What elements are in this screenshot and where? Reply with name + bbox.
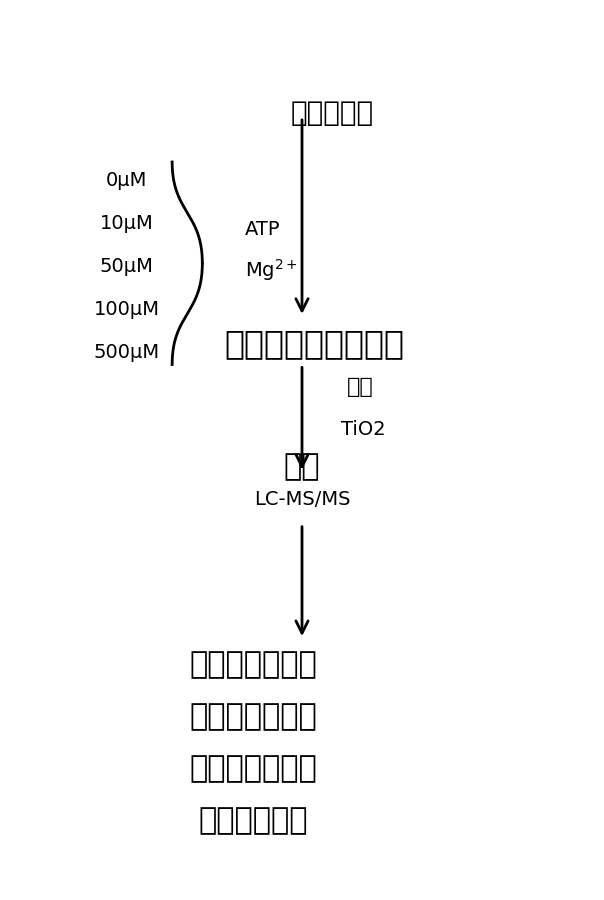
Text: 0μM: 0μM: [106, 170, 147, 190]
Text: 50μM: 50μM: [100, 256, 154, 276]
Text: 定量: 定量: [284, 452, 320, 481]
Text: されたキナーゼ: されたキナーゼ: [190, 702, 318, 731]
Text: 500μM: 500μM: [94, 343, 160, 363]
Text: 消化: 消化: [347, 377, 374, 397]
Text: 活性についての: 活性についての: [190, 754, 318, 783]
Text: 導かれた活性: 導かれた活性: [199, 806, 309, 835]
Text: 10μM: 10μM: [100, 213, 153, 233]
Text: 細胞溶解物: 細胞溶解物: [291, 98, 374, 127]
Text: 100μM: 100μM: [94, 300, 160, 319]
Text: LC-MS/MS: LC-MS/MS: [254, 490, 350, 509]
Text: TiO2: TiO2: [341, 419, 386, 439]
Text: ATP: ATP: [245, 220, 280, 239]
Text: それぞれの特定: それぞれの特定: [190, 650, 318, 679]
Text: Mg$^{2+}$: Mg$^{2+}$: [245, 257, 297, 283]
Text: インキュベーション: インキュベーション: [224, 328, 404, 360]
